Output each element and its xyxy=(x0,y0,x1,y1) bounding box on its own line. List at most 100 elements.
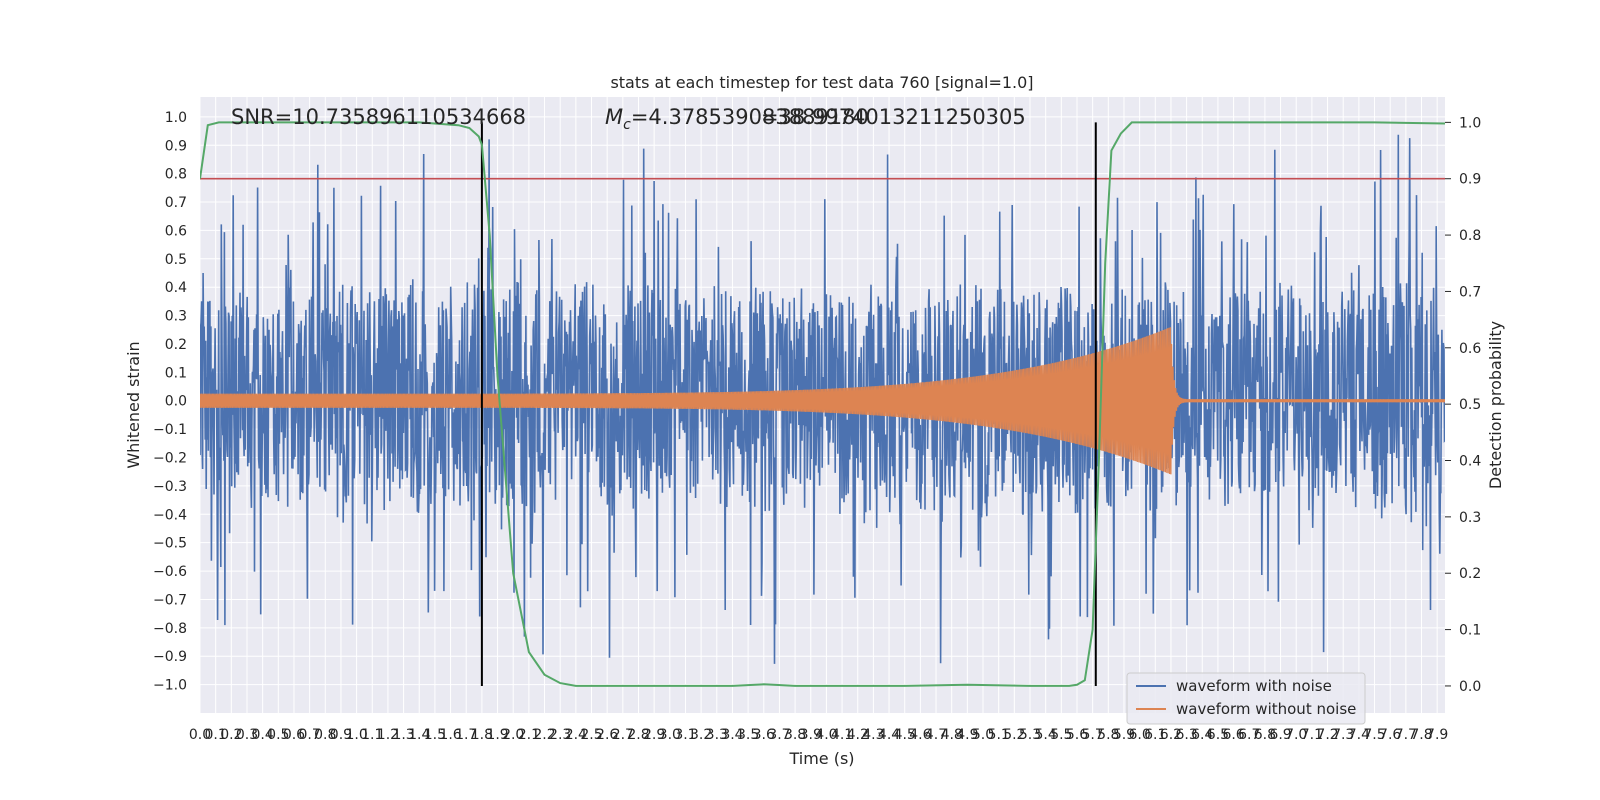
y-tick-label: −0.5 xyxy=(153,536,187,552)
y-tick-label: −0.3 xyxy=(153,479,187,495)
y-tick-label: 0.4 xyxy=(165,280,187,296)
y-tick-label: −0.6 xyxy=(153,564,187,580)
x-tick-label: 0.4 xyxy=(252,727,274,743)
x-tick-label: 1.3 xyxy=(392,727,414,743)
mc-subscript: c xyxy=(623,117,631,133)
x-tick-label: 6.7 xyxy=(1238,727,1260,743)
x-tick-label: 2.1 xyxy=(518,727,540,743)
x-tick-label: 3.9 xyxy=(800,727,822,743)
x-tick-label: 5.9 xyxy=(1113,727,1135,743)
x-tick-label: 1.2 xyxy=(377,727,399,743)
x-tick-label: 0.9 xyxy=(330,727,352,743)
chart-title: stats at each timestep for test data 760… xyxy=(610,73,1033,92)
y2-tick-label: 0.9 xyxy=(1459,172,1481,188)
x-tick-label: 7.3 xyxy=(1332,727,1354,743)
x-tick-label: 5.3 xyxy=(1019,727,1041,743)
x-tick-label: 3.7 xyxy=(768,727,790,743)
x-tick-label: 0.1 xyxy=(205,727,227,743)
x-tick-label: 7.8 xyxy=(1410,727,1432,743)
y2-tick-label: 0.3 xyxy=(1459,510,1481,526)
legend-label-noise: waveform with noise xyxy=(1176,677,1332,695)
y-tick-label: −0.1 xyxy=(153,422,187,438)
x-tick-label: 5.1 xyxy=(988,727,1010,743)
x-tick-label: 1.6 xyxy=(439,727,461,743)
x-tick-label: 3.2 xyxy=(690,727,712,743)
y-tick-label: 0.0 xyxy=(165,394,187,410)
x-tick-label: 4.7 xyxy=(925,727,947,743)
x-tick-label: 5.8 xyxy=(1097,727,1119,743)
x-tick-label: 2.9 xyxy=(643,727,665,743)
x-tick-label: 3.6 xyxy=(753,727,775,743)
y-tick-label: −0.9 xyxy=(153,649,187,665)
snr-annotation: SNR=10.735896110534668 xyxy=(231,105,526,129)
y-tick-label: 0.7 xyxy=(165,195,187,211)
y-tick-label: 0.1 xyxy=(165,365,187,381)
x-tick-label: 7.5 xyxy=(1363,727,1385,743)
x-tick-label: 7.4 xyxy=(1348,727,1370,743)
y2-tick-label: 0.1 xyxy=(1459,623,1481,639)
y-tick-label: 0.2 xyxy=(165,337,187,353)
x-tick-label: 6.5 xyxy=(1207,727,1229,743)
mc-value: =4.378539083889180 xyxy=(631,105,869,129)
legend: waveform with noise waveform without noi… xyxy=(1126,672,1366,725)
x-tick-label: 7.6 xyxy=(1379,727,1401,743)
y2-tick-label: 0.7 xyxy=(1459,284,1481,300)
clean-waveform-line xyxy=(200,327,1445,475)
y-tick-label: −0.8 xyxy=(153,621,187,637)
x-tick-label: 0.7 xyxy=(298,727,320,743)
x-tick-label: 3.4 xyxy=(721,727,743,743)
x-tick-label: 5.4 xyxy=(1035,727,1057,743)
y-tick-label: 0.8 xyxy=(165,167,187,183)
x-tick-label: 6.8 xyxy=(1254,727,1276,743)
x-tick-label: 2.0 xyxy=(502,727,524,743)
x-tick-label: 4.8 xyxy=(941,727,963,743)
x-tick-label: 0.5 xyxy=(267,727,289,743)
x-tick-label: 6.6 xyxy=(1222,727,1244,743)
x-tick-label: 0.8 xyxy=(314,727,336,743)
detection-probability-line xyxy=(200,121,1445,687)
y-tick-label: 0.3 xyxy=(165,309,187,325)
y2-tick-label: 0.2 xyxy=(1459,566,1481,582)
legend-box xyxy=(1126,672,1366,725)
mc-annotation: Mc=4.378539083889180 xyxy=(605,105,869,133)
y-axis-label: Whitened strain xyxy=(124,341,143,468)
overlap-annotation: =38.9974013211250305 xyxy=(761,105,1026,129)
x-tick-label: 4.1 xyxy=(831,727,853,743)
y-tick-label: −0.2 xyxy=(153,451,187,467)
x-tick-label: 7.7 xyxy=(1395,727,1417,743)
x-tick-label: 3.1 xyxy=(674,727,696,743)
x-tick-label: 2.6 xyxy=(596,727,618,743)
x-tick-label: 4.4 xyxy=(878,727,900,743)
x-tick-label: 4.3 xyxy=(862,727,884,743)
x-tick-label: 4.9 xyxy=(956,727,978,743)
x-tick-label: 0.6 xyxy=(283,727,305,743)
x-tick-label: 2.2 xyxy=(533,727,555,743)
y-tick-label: 0.5 xyxy=(165,252,187,268)
x-tick-label: 0.0 xyxy=(189,727,211,743)
x-tick-label: 2.8 xyxy=(627,727,649,743)
x-tick-label: 4.2 xyxy=(847,727,869,743)
x-tick-label: 6.9 xyxy=(1269,727,1291,743)
plot-area xyxy=(200,121,1445,687)
x-tick-label: 5.5 xyxy=(1050,727,1072,743)
x-tick-label: 3.8 xyxy=(784,727,806,743)
y-tick-label: 0.6 xyxy=(165,223,187,239)
x-tick-label: 7.2 xyxy=(1316,727,1338,743)
x-tick-label: 1.0 xyxy=(345,727,367,743)
x-tick-label: 0.3 xyxy=(236,727,258,743)
x-tick-label: 5.6 xyxy=(1066,727,1088,743)
y-tick-label: −0.4 xyxy=(153,507,187,523)
x-tick-label: 3.0 xyxy=(659,727,681,743)
x-tick-label: 0.2 xyxy=(220,727,242,743)
x-tick-label: 2.5 xyxy=(580,727,602,743)
x-tick-label: 7.0 xyxy=(1285,727,1307,743)
x-tick-label: 7.9 xyxy=(1426,727,1448,743)
x-tick-label: 3.3 xyxy=(706,727,728,743)
x-tick-label: 2.7 xyxy=(612,727,634,743)
x-tick-label: 3.5 xyxy=(737,727,759,743)
y2-tick-label: 0.5 xyxy=(1459,397,1481,413)
noisy-waveform-line xyxy=(200,134,1445,664)
legend-label-clean: waveform without noise xyxy=(1176,700,1356,718)
x-tick-label: 4.0 xyxy=(815,727,837,743)
y2-axis-label: Detection probability xyxy=(1486,321,1505,489)
